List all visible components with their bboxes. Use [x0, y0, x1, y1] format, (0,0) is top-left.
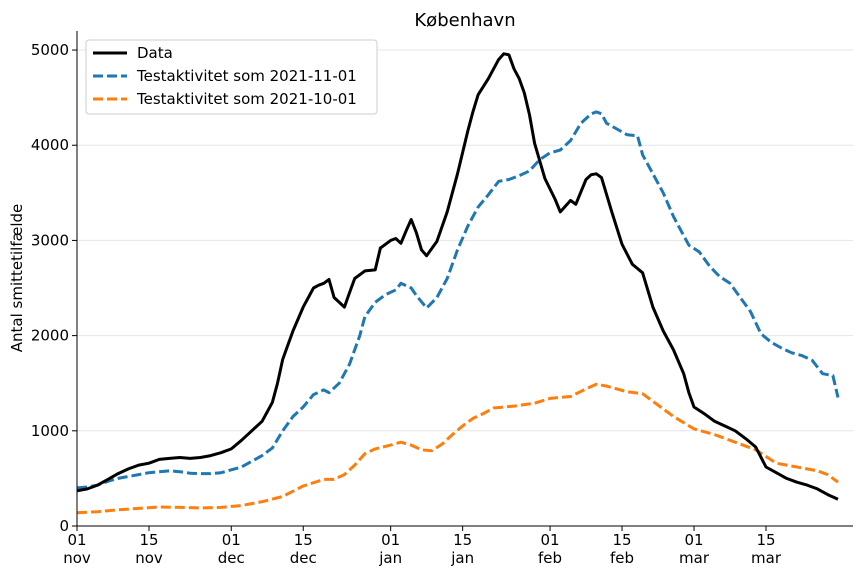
legend-label: Data — [137, 44, 173, 62]
x-tick-label-day: 15 — [612, 531, 631, 549]
legend-label: Testaktivitet som 2021-11-01 — [136, 67, 357, 85]
legend-box — [85, 39, 378, 115]
y-tick-label: 2000 — [31, 327, 69, 345]
x-tick-label-month: dec — [218, 549, 245, 567]
x-tick-label-month: dec — [290, 549, 317, 567]
x-tick-label-month: jan — [378, 549, 402, 567]
x-tick-label-day: 01 — [684, 531, 703, 549]
series-group — [76, 52, 840, 515]
x-tick-label-day: 15 — [453, 531, 472, 549]
y-tick-label: 4000 — [31, 136, 69, 154]
x-tick-label-month: feb — [538, 549, 562, 567]
x-tick-label-month: feb — [610, 549, 634, 567]
series-line-1 — [76, 110, 840, 490]
y-ticks: 0 1000 2000 3000 4000 5000 — [31, 41, 77, 535]
series-line-2 — [76, 382, 839, 515]
y-axis-label: Antal smittetilfælde — [8, 204, 26, 353]
y-tick-label: 0 — [59, 517, 69, 535]
x-tick-label-month: mar — [751, 549, 782, 567]
x-tick-label-day: 15 — [139, 531, 158, 549]
x-tick-label-month: nov — [63, 549, 91, 567]
x-tick-label-day: 01 — [67, 531, 86, 549]
x-tick-label-day: 01 — [541, 531, 560, 549]
x-tick-label-month: mar — [679, 549, 710, 567]
x-ticks: 01nov15nov01dec15dec01jan15jan01feb15feb… — [63, 526, 782, 567]
x-tick-label-day: 01 — [381, 531, 400, 549]
x-tick-label-day: 15 — [294, 531, 313, 549]
x-tick-label-month: nov — [135, 549, 163, 567]
legend-label: Testaktivitet som 2021-10-01 — [136, 90, 357, 108]
axes — [76, 31, 853, 527]
x-tick-label-month: jan — [450, 549, 474, 567]
y-tick-label: 1000 — [31, 422, 69, 440]
y-tick-label: 3000 — [31, 231, 69, 249]
series-line-0 — [76, 52, 839, 501]
y-tick-label: 5000 — [31, 41, 69, 59]
x-tick-label-day: 01 — [222, 531, 241, 549]
chart-title: København — [414, 10, 515, 31]
legend: Data Testaktivitet som 2021-11-01 Testakti… — [85, 39, 378, 115]
x-tick-label-day: 15 — [756, 531, 775, 549]
